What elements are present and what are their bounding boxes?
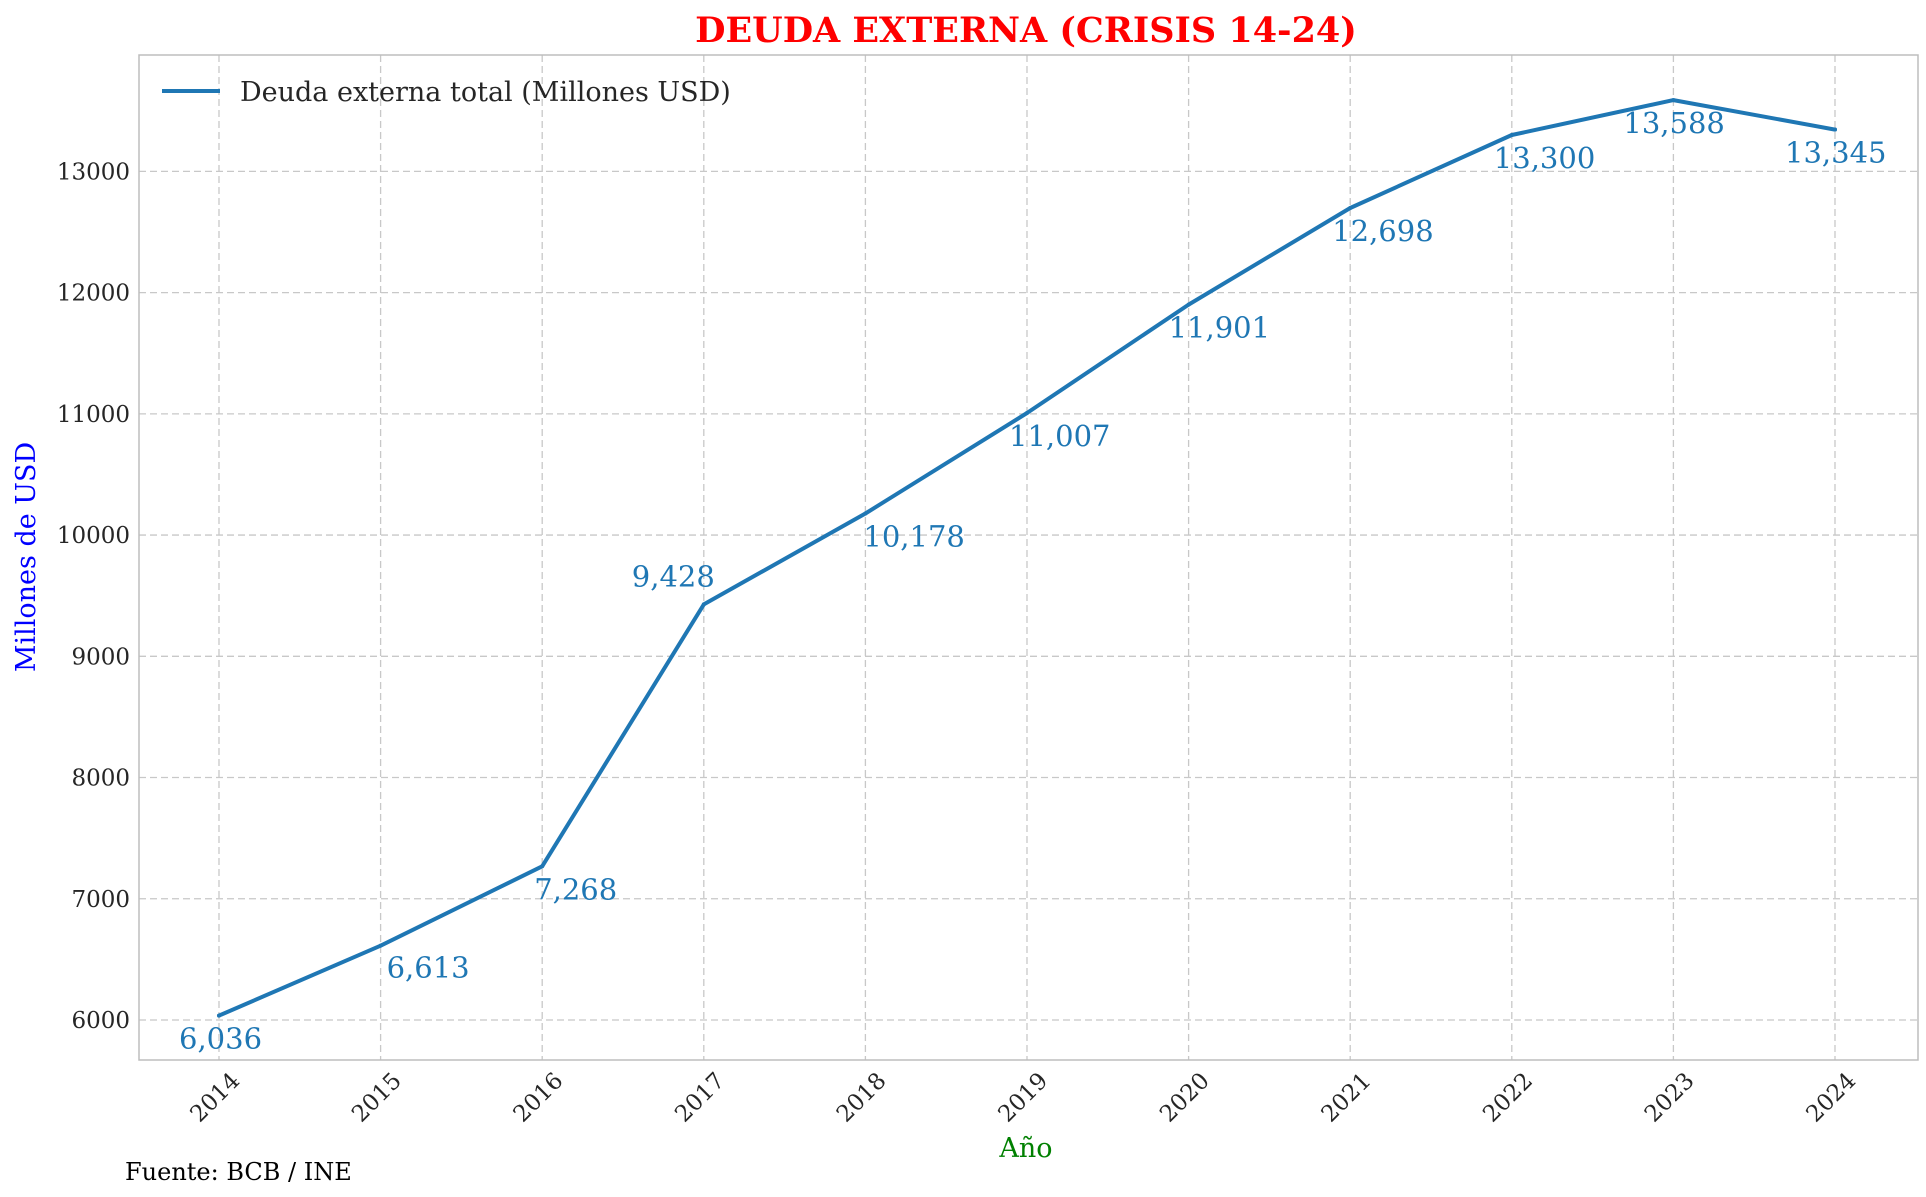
x-tick-label: 2016 [509,1068,569,1128]
y-tick-label: 6000 [71,1008,130,1034]
data-point [1025,410,1029,415]
x-tick-label: 2023 [1640,1068,1700,1128]
x-tick-label: 2020 [1155,1068,1215,1128]
y-axis-ticks: 6000 7000 8000 9000 10000 11000 12000 13000 [57,159,130,1034]
data-point [863,511,868,516]
y-tick-label: 8000 [71,766,130,792]
chart-title: DEUDA EXTERNA (CRISIS 14-24) [695,10,1357,51]
data-label: 10,178 [863,519,964,553]
legend: Deuda externa total (Millones USD) [162,77,731,108]
y-axis-label: Millones de USD [11,442,42,672]
x-tick-label: 2018 [832,1068,892,1128]
data-point [1348,205,1353,210]
data-label: 11,901 [1169,311,1270,345]
y-tick-label: 11000 [57,402,130,428]
data-label: 13,588 [1623,106,1724,140]
data-label: 11,007 [1009,419,1110,453]
x-tick-label: 2015 [347,1068,407,1128]
data-label: 9,428 [632,559,715,593]
data-point [378,943,383,948]
data-point [1833,127,1837,132]
source-note: Fuente: BCB / INE [125,1158,352,1186]
data-point [1509,133,1514,138]
legend-entry: Deuda externa total (Millones USD) [240,77,731,108]
x-axis-ticks: 2014 2015 2016 2017 2018 2019 2020 2021 2022 2023… [185,1068,1861,1128]
data-point [540,864,545,869]
data-label: 12,698 [1332,214,1433,248]
data-point [1186,302,1191,307]
x-tick-label: 2022 [1478,1068,1538,1128]
y-tick-label: 7000 [71,887,130,913]
y-tick-label: 13000 [57,159,130,185]
x-axis-label: Año [998,1133,1052,1164]
data-point [217,1013,221,1018]
grid-lines [139,55,1918,1060]
plot-frame [138,54,1919,1061]
x-tick-label: 2017 [670,1068,730,1128]
data-label: 6,613 [387,951,470,985]
y-tick-label: 9000 [71,644,130,670]
data-label: 13,345 [1785,136,1886,170]
data-labels: 6,036 6,613 7,268 9,428 10,178 11,007 11,901 12… [179,106,1886,1056]
data-label: 13,300 [1494,141,1595,175]
data-label: 7,268 [534,872,617,906]
x-tick-label: 2024 [1801,1068,1861,1128]
x-tick-label: 2014 [185,1068,245,1128]
data-point [701,602,706,607]
y-tick-label: 12000 [57,281,130,307]
data-label: 6,036 [179,1022,262,1056]
series-layer [217,98,1837,1018]
data-point [1671,98,1676,103]
x-tick-label: 2019 [993,1068,1053,1128]
x-tick-label: 2021 [1317,1068,1377,1128]
y-tick-label: 10000 [57,523,130,549]
